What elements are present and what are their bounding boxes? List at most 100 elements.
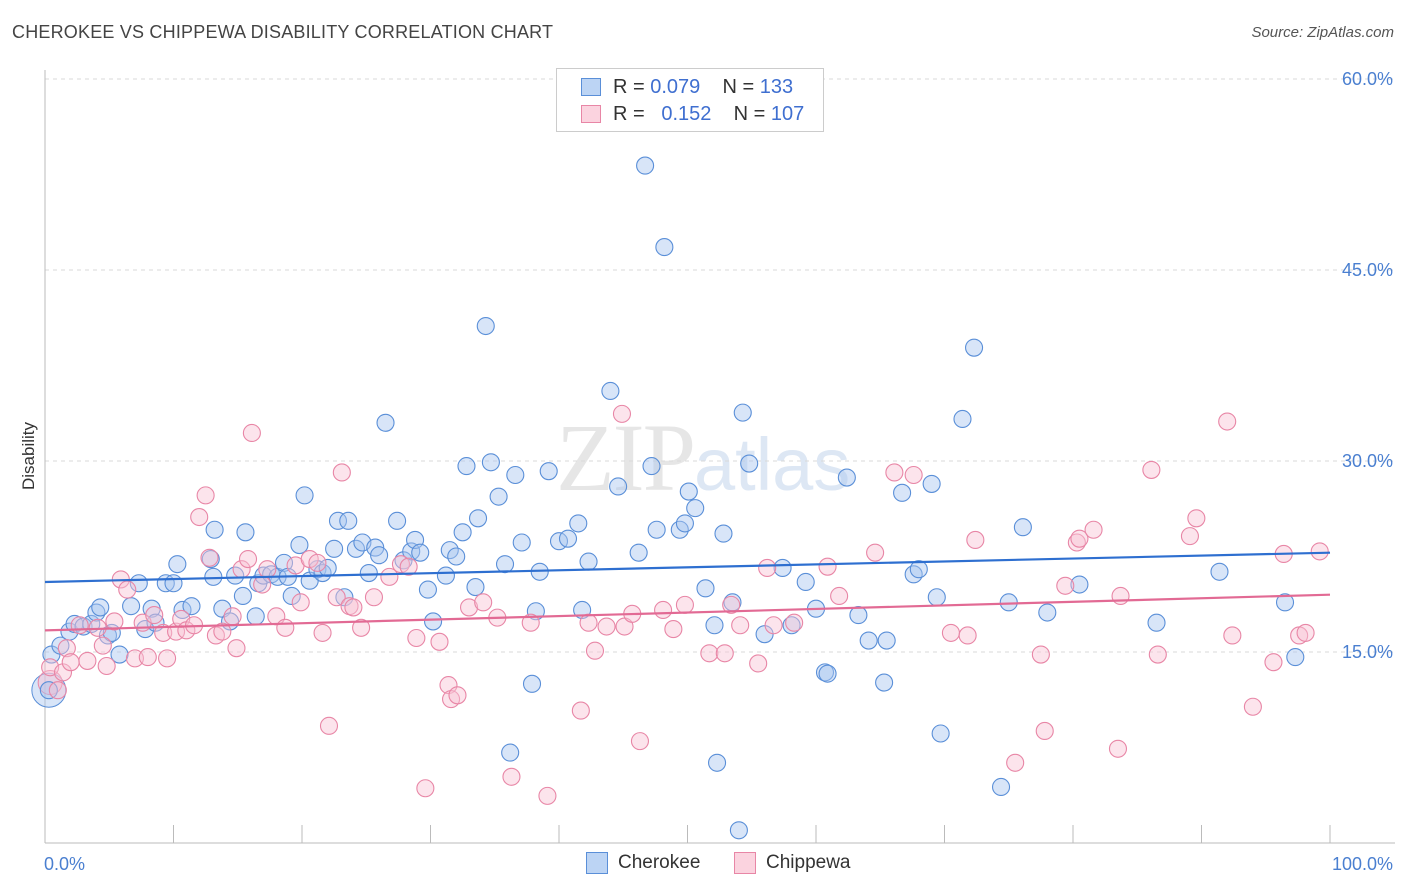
- point-cherokee: [164, 574, 183, 593]
- point-cherokee: [558, 529, 578, 548]
- point-chippewa: [731, 616, 750, 635]
- bottom-legend-swatch-chippewa: [734, 852, 756, 874]
- point-cherokee: [636, 156, 655, 175]
- legend-r-label: R =: [613, 75, 645, 98]
- point-cherokee: [705, 616, 724, 635]
- point-cherokee: [182, 597, 201, 616]
- point-chippewa: [154, 623, 173, 642]
- point-cherokee: [168, 555, 187, 574]
- point-cherokee: [733, 403, 752, 422]
- point-cherokee: [609, 477, 628, 496]
- point-cherokee: [965, 338, 984, 357]
- point-chippewa: [830, 586, 849, 606]
- point-chippewa: [1111, 586, 1130, 606]
- point-cherokee: [931, 724, 950, 743]
- legend-row-cherokee: R = 0.079 N = 133: [581, 75, 793, 99]
- point-cherokee: [909, 560, 928, 579]
- point-cherokee: [436, 566, 455, 585]
- point-cherokee: [122, 597, 141, 616]
- point-cherokee: [526, 602, 545, 621]
- point-cherokee: [642, 457, 661, 476]
- point-chippewa: [958, 626, 977, 645]
- point-cherokee: [495, 555, 515, 574]
- point-cherokee: [466, 578, 485, 597]
- legend-row-chippewa: R = 0.152 N = 107: [581, 102, 804, 126]
- point-chippewa: [327, 588, 346, 607]
- point-cherokee: [489, 487, 508, 506]
- y-tick-label: 45.0%: [1342, 260, 1393, 280]
- point-chippewa: [223, 607, 242, 626]
- y-tick-label: 30.0%: [1342, 451, 1393, 471]
- point-cherokee: [282, 586, 301, 606]
- point-cherokee: [953, 409, 972, 429]
- point-chippewa: [61, 653, 80, 672]
- point-chippewa: [1187, 509, 1206, 528]
- point-chippewa: [885, 463, 904, 482]
- point-cherokee: [110, 645, 129, 664]
- point-chippewa: [715, 644, 734, 663]
- point-cherokee: [376, 413, 395, 432]
- point-chippewa: [1070, 529, 1089, 548]
- legend-n-label: N =: [733, 102, 766, 125]
- point-chippewa: [758, 558, 777, 578]
- point-cherokee: [782, 616, 801, 635]
- watermark-atlas: atlas: [694, 423, 851, 506]
- bottom-legend-label-chippewa: Chippewa: [766, 852, 851, 873]
- point-cherokee: [601, 381, 620, 401]
- point-cherokee: [233, 586, 252, 606]
- point-cherokee: [418, 580, 437, 599]
- point-chippewa: [213, 622, 232, 641]
- point-chippewa: [227, 639, 246, 658]
- point-cherokee: [328, 511, 348, 530]
- point-chippewa: [399, 557, 418, 576]
- point-chippewa: [1084, 520, 1103, 539]
- point-cherokee: [999, 593, 1018, 612]
- point-cherokee: [522, 674, 542, 693]
- point-chippewa: [145, 606, 164, 625]
- point-cherokee: [708, 753, 727, 772]
- point-chippewa: [258, 560, 277, 579]
- point-cherokee: [457, 457, 476, 476]
- legend: R = 0.079 N = 133 R = 0.152 N = 107: [556, 68, 824, 132]
- point-cherokee: [647, 520, 666, 539]
- point-chippewa: [200, 548, 219, 567]
- point-chippewa: [416, 779, 435, 798]
- point-chippewa: [1296, 623, 1315, 642]
- point-chippewa: [308, 553, 327, 572]
- y-tick-label: 60.0%: [1342, 69, 1393, 89]
- point-cherokee: [877, 631, 896, 650]
- point-chippewa: [1108, 739, 1128, 758]
- point-chippewa: [654, 600, 673, 620]
- point-cherokee: [370, 546, 389, 565]
- point-cherokee: [402, 542, 421, 561]
- point-cherokee: [696, 579, 715, 598]
- point-chippewa: [1142, 460, 1161, 479]
- legend-swatch-chippewa: [581, 105, 601, 123]
- legend-swatch-cherokee: [581, 78, 601, 96]
- point-chippewa: [785, 613, 804, 632]
- point-cherokee: [714, 524, 733, 543]
- point-chippewa: [612, 404, 632, 423]
- axes: [44, 70, 1395, 844]
- point-cherokee: [1038, 603, 1057, 622]
- point-cherokee: [91, 598, 110, 617]
- point-cherokee: [359, 564, 378, 583]
- point-cherokee: [849, 606, 868, 625]
- point-cherokee: [246, 607, 265, 626]
- point-cherokee: [991, 777, 1011, 797]
- point-cherokee: [679, 482, 698, 501]
- point-cherokee: [539, 462, 558, 481]
- point-chippewa: [1148, 645, 1167, 664]
- point-cherokee: [313, 564, 332, 583]
- point-cherokee: [675, 514, 694, 533]
- legend-n-value: 107: [770, 102, 805, 125]
- point-chippewa: [291, 593, 310, 612]
- point-cherokee: [875, 673, 894, 692]
- point-cherokee: [453, 523, 472, 542]
- point-cherokee: [236, 523, 255, 542]
- trend-line-cherokee: [44, 551, 1331, 584]
- point-chippewa: [105, 612, 124, 631]
- point-chippewa: [459, 598, 479, 617]
- bottom-legend-chippewa: Chippewa: [734, 852, 851, 874]
- point-chippewa: [597, 617, 616, 636]
